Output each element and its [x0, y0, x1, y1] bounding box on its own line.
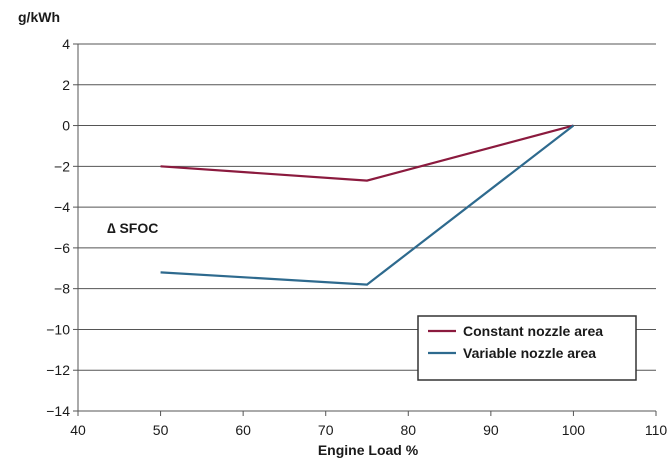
x-tick-label: 110 — [645, 422, 668, 438]
y-tick-label: −2 — [54, 158, 70, 174]
y-tick-label: −8 — [54, 281, 70, 297]
series-line-constant-nozzle-area — [160, 124, 574, 182]
x-tick-label: 80 — [400, 422, 416, 438]
x-tick-label: 60 — [235, 422, 251, 438]
y-tick-label: −12 — [46, 362, 70, 378]
x-tick-label: 90 — [483, 422, 499, 438]
axes — [73, 43, 657, 416]
y-tick-label: 4 — [62, 36, 70, 52]
legend-label: Constant nozzle area — [463, 323, 603, 339]
y-tick-label: −14 — [46, 403, 70, 419]
y-axis-unit-label: g/kWh — [18, 9, 60, 25]
legend-label: Variable nozzle area — [463, 345, 596, 361]
x-tick-label: 70 — [318, 422, 334, 438]
y-tick-label: 0 — [62, 118, 70, 134]
legend: Constant nozzle area Variable nozzle area — [417, 315, 637, 381]
x-axis-title: Engine Load % — [318, 442, 419, 458]
y-tick-label: −6 — [54, 240, 70, 256]
y-tick-label: 2 — [62, 77, 70, 93]
legend-box — [417, 315, 637, 381]
y-tick-label: −10 — [46, 321, 70, 337]
x-tick-label: 40 — [70, 422, 86, 438]
series-line-variable-nozzle-area — [160, 124, 575, 286]
y-tick-label: −4 — [54, 199, 70, 215]
series-lines — [160, 124, 575, 286]
x-tick-label: 100 — [562, 422, 586, 438]
x-tick-label: 50 — [153, 422, 169, 438]
delta-sfoc-annotation: ∆ SFOC — [107, 220, 158, 236]
